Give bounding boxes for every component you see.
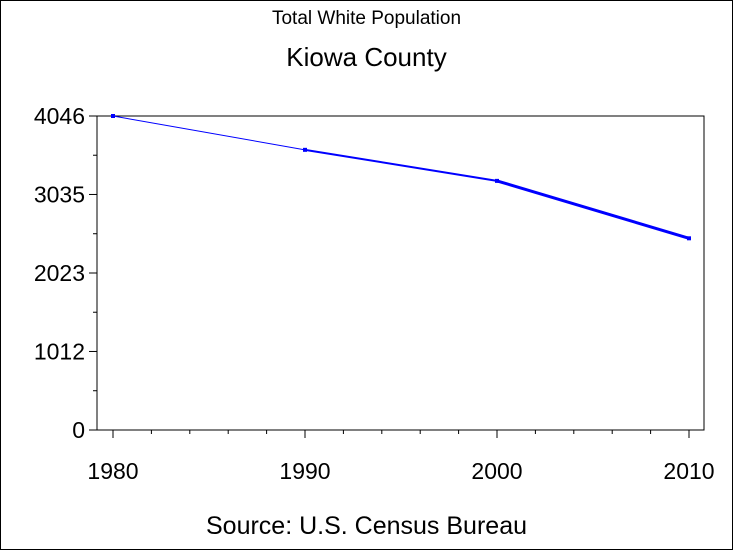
series-layer — [111, 114, 691, 241]
source-note: Source: U.S. Census Bureau — [206, 512, 527, 540]
series-line-segment — [112, 115, 306, 151]
x-tick-label: 1990 — [279, 458, 330, 484]
plot-area — [96, 115, 705, 431]
x-tick-label: 1980 — [87, 458, 138, 484]
x-tick-label: 2000 — [471, 458, 522, 484]
y-axis: 0 1012 2023 3035 4046 — [34, 103, 97, 443]
y-tick-label: 2023 — [34, 260, 85, 286]
data-point — [495, 178, 499, 183]
y-tick-label: 4046 — [34, 103, 85, 129]
series-line-segment — [304, 148, 498, 182]
chart-subtitle: Kiowa County — [286, 42, 447, 72]
chart-title: Total White Population — [271, 8, 462, 29]
y-tick-label: 0 — [72, 417, 85, 443]
x-tick-label: 2010 — [663, 458, 714, 484]
data-point — [303, 147, 307, 152]
y-tick-label: 3035 — [34, 181, 85, 207]
data-point — [111, 114, 115, 118]
data-point — [687, 236, 691, 241]
series-line-segment — [496, 179, 690, 240]
x-axis: 1980 1990 2000 2010 — [87, 430, 715, 484]
y-tick-label: 1012 — [34, 338, 85, 364]
